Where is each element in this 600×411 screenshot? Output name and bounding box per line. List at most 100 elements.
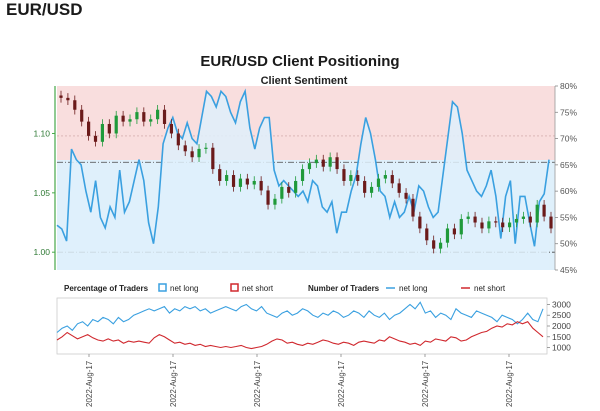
percent-tick-label: 65% bbox=[560, 160, 577, 170]
candle-body bbox=[252, 180, 256, 185]
plot-bg-top bbox=[57, 86, 555, 160]
candle-body bbox=[342, 169, 346, 181]
price-tick-label: 1.10 bbox=[33, 128, 50, 138]
date-tick-label: 2022-Aug-17 bbox=[169, 360, 178, 407]
candle-body bbox=[376, 178, 381, 187]
percent-tick-label: 70% bbox=[560, 134, 577, 144]
candle-body bbox=[487, 221, 491, 229]
candle-body bbox=[287, 186, 291, 193]
candle-body bbox=[418, 216, 422, 229]
date-tick-label: 2022-Aug-17 bbox=[337, 360, 346, 407]
candle-body bbox=[266, 190, 270, 205]
date-tick-label: 2022-Aug-17 bbox=[85, 360, 94, 407]
candle-body bbox=[411, 198, 415, 217]
candle-body bbox=[307, 163, 312, 170]
percent-tick-label: 55% bbox=[560, 212, 577, 222]
price-tick-label: 1.05 bbox=[33, 188, 50, 198]
candle-body bbox=[356, 175, 360, 181]
candle-body bbox=[363, 180, 367, 193]
candle-body bbox=[73, 100, 77, 110]
percent-tick-label: 80% bbox=[560, 81, 577, 91]
legend-pct-long-label: net long bbox=[170, 284, 198, 293]
candle-body bbox=[204, 147, 208, 149]
candle-body bbox=[107, 123, 111, 134]
candle-body bbox=[383, 175, 387, 179]
candle-body bbox=[135, 112, 139, 120]
legend-pct-title: Percentage of Traders bbox=[64, 284, 149, 293]
candle-body bbox=[280, 186, 284, 199]
candle-body bbox=[528, 216, 532, 223]
candle-body bbox=[466, 216, 470, 219]
candle-body bbox=[190, 151, 194, 158]
candle-body bbox=[507, 222, 512, 228]
bottom-plot-frame bbox=[56, 297, 548, 355]
date-tick-label: 2022-Aug-17 bbox=[421, 360, 430, 407]
candle-body bbox=[231, 175, 236, 187]
candle-body bbox=[459, 218, 463, 235]
candle-body bbox=[273, 198, 277, 205]
candle-body bbox=[162, 109, 167, 124]
candle-body bbox=[432, 240, 436, 249]
candle-body bbox=[149, 119, 153, 122]
page-heading: EUR/USD bbox=[6, 0, 83, 19]
net-long-line bbox=[56, 88, 550, 247]
candle-body bbox=[176, 133, 180, 146]
candle-body bbox=[142, 112, 146, 122]
candle-body bbox=[390, 175, 394, 184]
candle-body bbox=[328, 157, 332, 167]
legend-num-short-label: net short bbox=[474, 284, 506, 293]
chart-subtitle: Client Sentiment bbox=[261, 75, 348, 87]
percent-tick-label: 60% bbox=[560, 186, 577, 196]
candle-body bbox=[501, 222, 505, 228]
candle-body bbox=[169, 123, 174, 134]
candle-body bbox=[197, 148, 201, 158]
candle-body bbox=[218, 169, 222, 181]
traders-net-long-line bbox=[56, 301, 544, 333]
candle-body bbox=[542, 204, 546, 217]
percent-tick-label: 50% bbox=[560, 239, 577, 249]
traders-tick-label: 2000 bbox=[552, 321, 571, 331]
chart-title: EUR/USD Client Positioning bbox=[200, 53, 399, 70]
percent-tick-label: 75% bbox=[560, 107, 577, 117]
candle-body bbox=[245, 178, 249, 185]
candle-body bbox=[128, 119, 132, 122]
price-tick-label: 1.00 bbox=[33, 247, 50, 257]
candle-body bbox=[300, 169, 305, 181]
candle-body bbox=[314, 159, 318, 164]
legend-num-long-label: net long bbox=[399, 284, 427, 293]
candle-body bbox=[121, 115, 125, 122]
candle-body bbox=[514, 218, 519, 223]
candle-body bbox=[404, 192, 408, 199]
candle-body bbox=[438, 242, 443, 249]
candle-body bbox=[100, 123, 105, 142]
date-axis: 2022-Aug-17 2022-Aug-17 2022-Aug-17 2022-Au… bbox=[85, 354, 514, 407]
legend-pct-short-swatch bbox=[230, 283, 239, 292]
candle-body bbox=[294, 180, 298, 193]
candle-body bbox=[211, 147, 215, 170]
candle-body bbox=[156, 109, 160, 120]
candle-body bbox=[473, 216, 477, 223]
candle-body bbox=[183, 145, 187, 152]
candle-body bbox=[549, 216, 553, 229]
bottom-plot bbox=[56, 301, 544, 350]
candle-body bbox=[445, 228, 450, 243]
legend-pct-long-swatch bbox=[158, 283, 167, 292]
candle-body bbox=[80, 109, 84, 122]
legend-pct-short-label: net short bbox=[242, 284, 274, 293]
legend-num-title: Number of Traders bbox=[308, 284, 380, 293]
traders-tick-label: 1000 bbox=[552, 343, 571, 353]
candle-body bbox=[397, 183, 401, 193]
candle-body bbox=[494, 221, 498, 223]
candle-body bbox=[425, 228, 429, 241]
traders-net-short-line bbox=[56, 321, 544, 350]
candle-body bbox=[369, 186, 374, 193]
date-tick-label: 2022-Aug-17 bbox=[253, 360, 262, 407]
candle-body bbox=[321, 159, 325, 167]
candle-body bbox=[225, 175, 229, 181]
main-plot bbox=[56, 88, 555, 270]
candle-body bbox=[521, 216, 525, 219]
candle-body bbox=[349, 175, 353, 181]
percent-tick-label: 45% bbox=[560, 265, 577, 275]
